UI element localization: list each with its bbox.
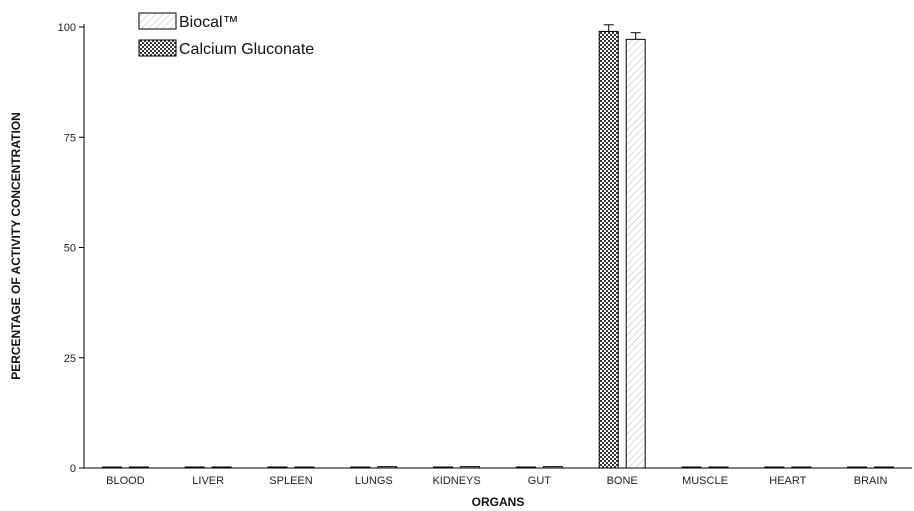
bar-biocal	[460, 466, 481, 469]
bar-biocal	[377, 466, 398, 469]
bar-calcium-gluconate	[681, 466, 702, 469]
bar-calcium-gluconate	[433, 466, 454, 469]
x-tick-label: MUSCLE	[682, 475, 728, 487]
y-axis-title: PERCENTAGE OF ACTIVITY CONCENTRATION	[9, 112, 23, 380]
x-tick-label: LIVER	[192, 475, 224, 487]
x-tick-label: SPLEEN	[269, 475, 312, 487]
x-tick-label: HEART	[769, 475, 806, 487]
bar-biocal	[625, 38, 646, 469]
y-tick-label: 0	[70, 463, 76, 475]
bar-biocal	[791, 466, 812, 469]
x-tick-label: KIDNEYS	[432, 475, 480, 487]
x-tick-label: BLOOD	[106, 475, 145, 487]
x-tick-label: GUT	[528, 475, 552, 487]
legend-swatch-biocal	[138, 12, 177, 30]
bar-biocal	[128, 466, 149, 469]
bar-biocal	[211, 466, 232, 469]
x-tick-label: LUNGS	[355, 475, 393, 487]
y-tick-label: 25	[64, 353, 76, 365]
y-tick-label: 50	[64, 243, 76, 255]
x-axis-title: ORGANS	[472, 495, 525, 509]
bar-calcium-gluconate	[847, 466, 868, 469]
bar-biocal	[874, 466, 895, 469]
x-tick-label: BONE	[607, 475, 638, 487]
bar-calcium-gluconate	[515, 466, 536, 469]
bar-biocal	[542, 466, 563, 469]
bar-biocal	[708, 466, 729, 469]
y-tick-label: 75	[64, 132, 76, 144]
bar-calcium-gluconate	[101, 466, 122, 469]
bar-calcium-gluconate	[350, 466, 371, 469]
bar-biocal	[294, 466, 315, 469]
bar-calcium-gluconate	[598, 30, 619, 469]
x-tick-label: BRAIN	[854, 475, 888, 487]
legend-label-biocal: Biocal™	[179, 14, 239, 31]
legend: Biocal™ Calcium Gluconate	[138, 12, 314, 58]
bar-calcium-gluconate	[764, 466, 785, 469]
legend-label-calcium: Calcium Gluconate	[179, 41, 314, 58]
bar-calcium-gluconate	[267, 466, 288, 469]
y-tick-label: 100	[58, 22, 76, 34]
bar-calcium-gluconate	[184, 466, 205, 469]
legend-swatch-calcium	[138, 39, 177, 57]
